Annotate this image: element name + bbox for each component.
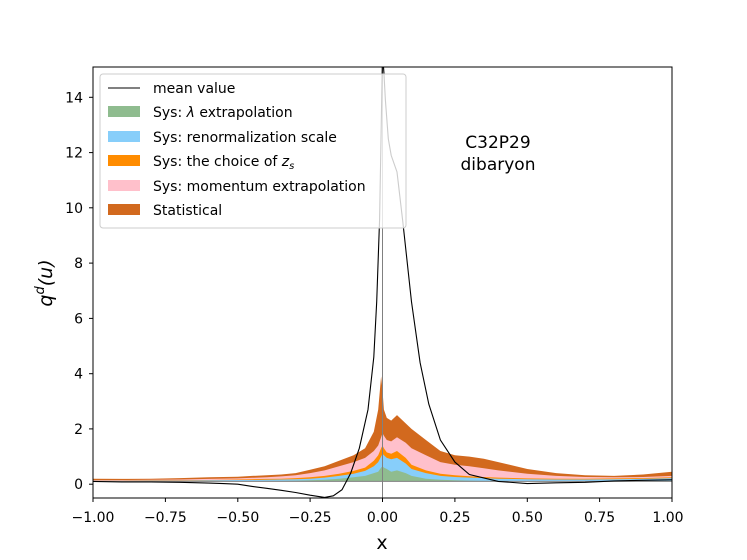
legend-label-zs-prefix: Sys: the choice of: [153, 154, 282, 170]
legend-swatch-momentum: [108, 180, 140, 191]
x-axis-ticks: −1.00 −0.75 −0.50 −0.25 0.00 0.25 0.50 0…: [72, 498, 684, 526]
legend-box: [99, 73, 407, 229]
legend-label-statistical: Statistical: [153, 203, 222, 219]
y-tick-label: 0: [74, 477, 83, 493]
x-tick-label: 0.75: [584, 510, 615, 526]
y-tick-label: 2: [74, 422, 83, 438]
y-tick-label: 12: [65, 146, 83, 162]
x-tick-label: 1.00: [652, 510, 683, 526]
legend-swatch-zs: [108, 155, 140, 166]
legend-swatch-statistical: [108, 204, 140, 215]
legend-swatch-lambda: [108, 106, 140, 117]
y-tick-label: 10: [65, 201, 83, 217]
legend-label-lambda-suffix: extrapolation: [195, 105, 293, 121]
y-axis-ticks: 0 2 4 6 8 10 12 14: [65, 90, 93, 493]
x-tick-label: 0.25: [439, 510, 470, 526]
legend-label-lambda-symbol: λ: [186, 105, 195, 121]
legend-label-lambda-prefix: Sys:: [153, 105, 187, 121]
x-tick-label: −0.75: [144, 510, 187, 526]
legend-label-renorm: Sys: renormalization scale: [153, 130, 337, 146]
annotation: C32P29 dibaryon: [461, 133, 536, 175]
legend-label-zs-sub: s: [289, 161, 294, 172]
x-tick-label: −0.25: [289, 510, 332, 526]
y-axis-label: qd(u): [33, 259, 57, 306]
annotation-line-1: C32P29: [465, 133, 530, 153]
legend-label-zs-symbol: z: [281, 154, 290, 170]
x-tick-label: 0.50: [512, 510, 543, 526]
x-tick-label: −0.50: [216, 510, 259, 526]
y-tick-label: 6: [74, 311, 83, 327]
legend-label-momentum: Sys: momentum extrapolation: [153, 179, 366, 195]
y-tick-label: 14: [65, 90, 83, 106]
y-tick-label: 4: [74, 367, 83, 383]
y-tick-label: 8: [74, 256, 83, 272]
annotation-line-2: dibaryon: [461, 155, 536, 175]
legend: mean value Sys: λ extrapolation Sys: ren…: [99, 73, 407, 229]
legend-label-lambda: Sys: λ extrapolation: [153, 105, 293, 121]
x-axis-label: x: [376, 532, 387, 554]
legend-label-mean: mean value: [153, 81, 235, 97]
x-tick-label: −1.00: [72, 510, 115, 526]
legend-swatch-renorm: [108, 131, 140, 142]
legend-label-zs: Sys: the choice of zs: [153, 154, 294, 172]
x-tick-label: 0.00: [367, 510, 398, 526]
